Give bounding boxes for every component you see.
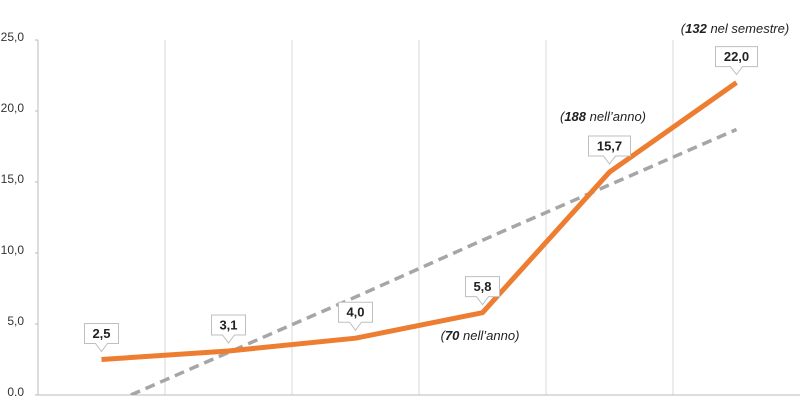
y-tick-label: 15,0 xyxy=(1,172,25,186)
value-label-box xyxy=(84,323,119,353)
value-label-box xyxy=(465,276,500,306)
y-tick-label: 5,0 xyxy=(7,314,24,328)
value-label: 22,0 xyxy=(724,49,749,64)
annotation-part: nel semestre) xyxy=(707,21,789,36)
value-label-box xyxy=(588,135,631,165)
annotation-part: 188 xyxy=(564,109,586,124)
line-series xyxy=(101,80,738,362)
y-tick-label: 25,0 xyxy=(1,30,25,44)
value-label: 15,7 xyxy=(597,138,622,153)
annotation-part: ( xyxy=(560,109,566,124)
value-label: 5,8 xyxy=(473,279,491,294)
trend-line xyxy=(126,127,738,395)
annotation-part: nell’anno) xyxy=(586,109,646,124)
value-label: 2,5 xyxy=(92,326,110,341)
annotation-part: ( xyxy=(441,328,447,343)
annotation-part: nell’anno) xyxy=(459,328,519,343)
value-label: 4,0 xyxy=(346,305,364,320)
y-tick-label: 10,0 xyxy=(1,243,25,257)
value-label: 3,1 xyxy=(219,317,237,332)
annotation: (188 nell’anno) xyxy=(560,109,646,124)
annotation: (70 nell’anno) xyxy=(441,328,520,343)
annotation-part: ( xyxy=(681,21,687,36)
annotation-part: 132 xyxy=(685,21,707,36)
annotation: (132 nel semestre) xyxy=(681,21,789,36)
y-tick-label: 0.0 xyxy=(7,385,24,399)
value-label-box xyxy=(715,46,758,76)
y-tick-label: 20,0 xyxy=(1,101,25,115)
value-label-box xyxy=(338,301,373,332)
annotation-part: 70 xyxy=(445,328,460,343)
value-label-box xyxy=(211,314,246,344)
